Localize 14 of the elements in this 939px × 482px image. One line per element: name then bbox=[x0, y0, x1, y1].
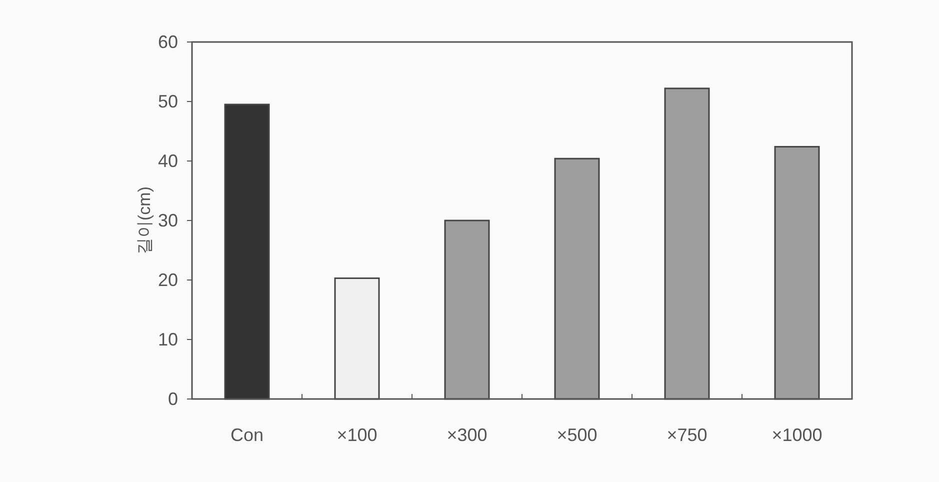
x-tick-label: ×500 bbox=[556, 425, 598, 445]
x-tick-label: Con bbox=[230, 425, 264, 445]
x-tick-label: ×300 bbox=[446, 425, 488, 445]
x-tick-label: ×750 bbox=[666, 425, 708, 445]
y-tick-label: 10 bbox=[158, 330, 178, 350]
y-tick-label: 60 bbox=[158, 32, 178, 52]
x-tick-label: ×1000 bbox=[772, 425, 822, 445]
x-tick-label: ×100 bbox=[336, 425, 378, 445]
y-axis-title: 길이(cm) bbox=[135, 186, 154, 254]
y-tick-label: 50 bbox=[158, 92, 178, 112]
y-tick-label: 20 bbox=[158, 270, 178, 290]
y-tick-label: 30 bbox=[158, 210, 178, 230]
y-tick-label: 40 bbox=[158, 151, 178, 171]
y-tick-label: 0 bbox=[168, 389, 178, 409]
